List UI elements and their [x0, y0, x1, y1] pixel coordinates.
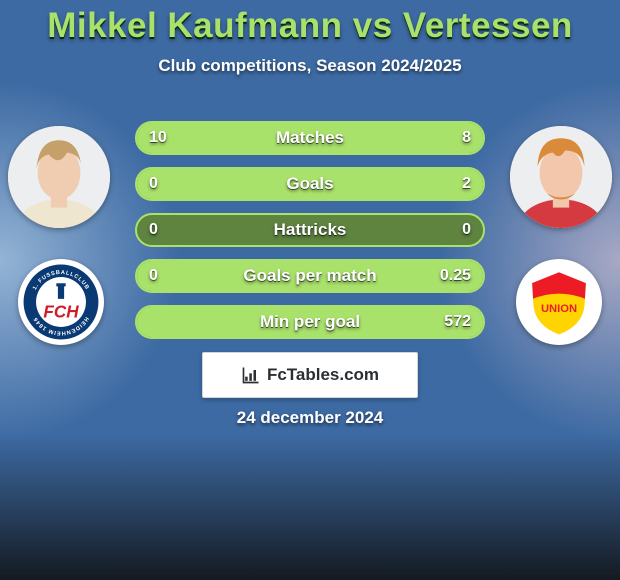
stat-row: Matches108: [135, 121, 485, 155]
snapshot-date: 24 december 2024: [0, 408, 620, 428]
subtitle: Club competitions, Season 2024/2025: [0, 56, 620, 76]
comparison-card: Mikkel Kaufmann vs Vertessen Club compet…: [0, 0, 620, 580]
club-right-badge: UNION: [516, 259, 602, 345]
stat-row: Hattricks00: [135, 213, 485, 247]
club-right-icon: UNION: [524, 267, 594, 337]
chart-icon: [241, 365, 261, 385]
player-left-avatar: [8, 126, 110, 228]
page-title: Mikkel Kaufmann vs Vertessen: [0, 0, 620, 46]
avatar-left-icon: [8, 126, 110, 228]
stat-row: Goals per match00.25: [135, 259, 485, 293]
stat-bars: Matches108 Goals02 Hattricks00 Goals per ma…: [135, 121, 485, 351]
club-left-icon: 1. FUSSBALLCLUB HEIDENHEIM 1846 FCH: [22, 263, 100, 341]
avatar-right-icon: [510, 126, 612, 228]
source-badge[interactable]: FcTables.com: [202, 352, 418, 398]
source-label: FcTables.com: [267, 365, 379, 385]
player-right-avatar: [510, 126, 612, 228]
svg-text:UNION: UNION: [541, 303, 577, 315]
stat-row: Min per goal572: [135, 305, 485, 339]
stat-row: Goals02: [135, 167, 485, 201]
svg-text:FCH: FCH: [43, 302, 79, 322]
club-left-badge: 1. FUSSBALLCLUB HEIDENHEIM 1846 FCH: [18, 259, 104, 345]
